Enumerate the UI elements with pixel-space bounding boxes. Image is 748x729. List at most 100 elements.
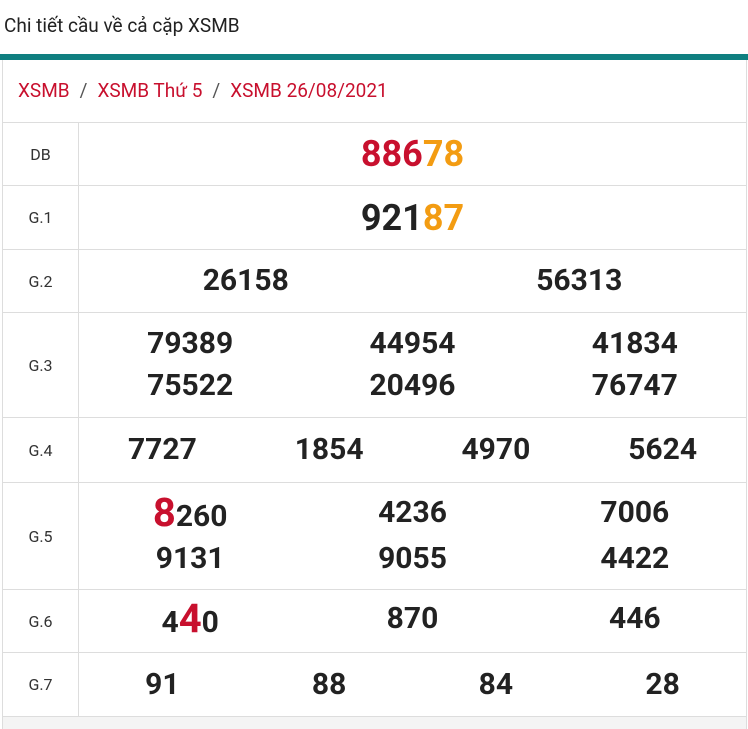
number-part: 260 [175,499,228,534]
lottery-number: 7727 [79,429,246,471]
number-part: 20496 [369,368,456,403]
number-part: 4970 [461,432,531,467]
number-line: 91 88 84 28 [79,664,746,706]
number-part: 5624 [628,432,698,467]
number-part: 41834 [591,326,678,361]
number-line: 9131 9055 4422 [79,538,746,580]
lottery-number: 4422 [524,538,746,580]
lottery-number: 84 [413,664,580,706]
prize-numbers: 88678 [79,123,746,185]
lottery-number: 440 [79,598,301,644]
breadcrumb-link[interactable]: XSMB [18,79,70,102]
lottery-number: 75522 [79,365,301,407]
prize-label: G.2 [3,250,79,312]
prize-label: G.3 [3,313,79,417]
number-part: 7727 [127,432,197,467]
number-part: 4422 [600,541,670,576]
prize-row: G.3 79389 44954 41834 75522 20496 76747 [3,313,746,418]
prize-row: G.1 92187 [3,186,746,250]
results-table: DB 88678 G.1 92187 G.2 26158 56313 G.3 79389 4495… [3,123,746,717]
number-part: 870 [386,601,439,636]
lottery-number: 92187 [79,197,746,239]
prize-row: DB 88678 [3,123,746,186]
lottery-number: 79389 [79,323,301,365]
prize-numbers: 26158 56313 [79,250,746,312]
lottery-number: 76747 [524,365,746,407]
breadcrumb-link[interactable]: XSMB 26/08/2021 [230,79,388,102]
number-part: 446 [609,601,661,636]
lottery-number: 8260 [79,492,301,538]
lottery-number: 26158 [79,260,413,302]
number-part: 0 [201,605,219,640]
number-line: 92187 [79,197,746,239]
number-line: 79389 44954 41834 [79,323,746,365]
lottery-number: 28 [579,664,746,706]
prize-row: G.4 7727 1854 4970 5624 [3,418,746,483]
breadcrumb-link[interactable]: XSMB Thứ 5 [97,79,203,102]
number-part: 87 [422,196,465,239]
prize-numbers: 79389 44954 41834 75522 20496 76747 [79,313,746,417]
accent-bar [0,54,748,60]
lottery-number: 446 [524,598,746,644]
lottery-number: 56313 [413,260,747,302]
lottery-number: 7006 [524,492,746,538]
number-part: 78 [422,133,465,175]
lottery-number: 1854 [246,429,413,471]
number-part: 4 [161,605,179,640]
number-part: 44954 [369,326,456,361]
prize-numbers: 92187 [79,186,746,249]
number-line: 88678 [79,133,746,175]
lottery-number: 20496 [301,365,523,407]
prize-row: G.5 8260 4236 7006 9131 9055 4422 [3,483,746,590]
lottery-number: 91 [79,664,246,706]
prize-numbers: 440 870 446 [79,590,746,652]
number-line: 75522 20496 76747 [79,365,746,407]
prize-row: G.7 91 88 84 28 [3,653,746,717]
breadcrumb: XSMB / XSMB Thứ 5 / XSMB 26/08/2021 [3,60,746,123]
prize-numbers: 7727 1854 4970 5624 [79,418,746,482]
prize-label: G.7 [3,653,79,716]
prize-label: G.5 [3,483,79,589]
number-line: 7727 1854 4970 5624 [79,429,746,471]
number-part: 28 [645,666,680,702]
number-part: 75522 [147,368,234,403]
number-line: 8260 4236 7006 [79,492,746,538]
number-part: 886 [360,133,423,175]
number-part: 4236 [378,495,447,530]
number-part: 9055 [378,541,447,576]
number-line: 26158 56313 [79,260,746,302]
number-part: 26158 [202,263,289,298]
prize-row: G.2 26158 56313 [3,250,746,313]
lottery-number: 9131 [79,538,301,580]
number-part: 84 [478,666,514,702]
prize-row: G.6 440 870 446 [3,590,746,653]
number-part: 8 [152,489,176,536]
prize-numbers: 91 88 84 28 [79,653,746,716]
lottery-number: 5624 [579,429,746,471]
prize-label: G.1 [3,186,79,249]
page-title: Chi tiết cầu về cả cặp XSMB [4,14,240,37]
lottery-number: 4970 [413,429,580,471]
number-part: 88 [311,666,347,702]
number-part: 79389 [147,326,234,361]
number-part: 56313 [536,263,623,298]
number-part: 7006 [600,495,670,530]
results-box: XSMB / XSMB Thứ 5/XSMB 26/08/2021 DB 88678 G… [2,60,747,729]
number-part: 9131 [155,541,225,576]
prize-label: G.6 [3,590,79,652]
number-part: 4 [178,595,202,642]
prize-label: DB [3,123,79,185]
breadcrumb-separator: / [79,79,88,102]
lottery-number: 4236 [301,492,523,538]
number-line: 440 870 446 [79,598,746,644]
number-part: 1854 [294,432,364,467]
number-part: 91 [145,666,180,702]
number-part: 76747 [591,368,678,403]
lottery-number: 44954 [301,323,523,365]
lottery-number: 9055 [301,538,523,580]
prize-numbers: 8260 4236 7006 9131 9055 4422 [79,483,746,589]
lottery-number: 88 [246,664,413,706]
lottery-number: 41834 [524,323,746,365]
lottery-number: 870 [301,598,523,644]
